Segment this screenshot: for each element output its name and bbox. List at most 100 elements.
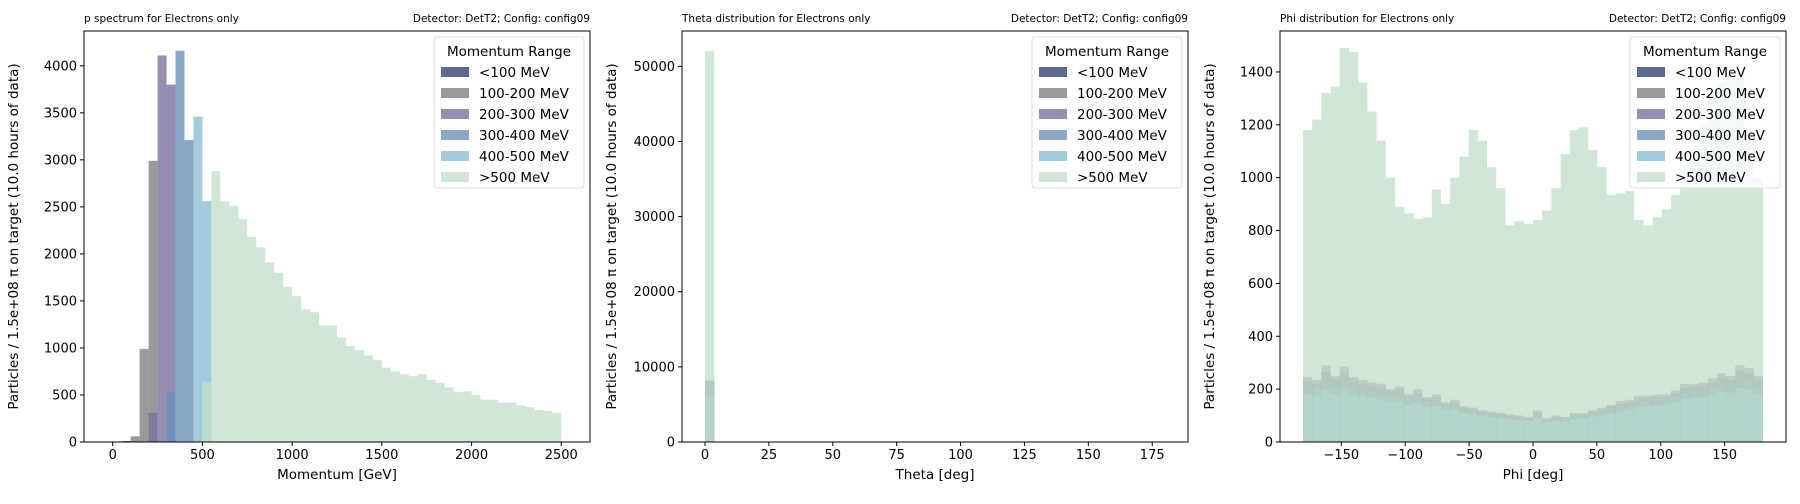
- x-tick-label: 1500: [365, 448, 398, 463]
- bar-gt500-bin-11: [1404, 213, 1413, 442]
- bar-gt500-bin-38: [1653, 217, 1662, 442]
- legend-swatch-gt500: [441, 172, 469, 182]
- bar-gt500-bin-16: [1450, 178, 1459, 442]
- x-tick-label: 2500: [545, 448, 578, 463]
- bar-400to500-bin-9: [193, 117, 202, 442]
- bar-gt500-bin-32: [1597, 167, 1606, 442]
- legend-label: 200-300 MeV: [1077, 107, 1168, 123]
- legend-swatch-lt100: [441, 67, 469, 77]
- bar-gt500-bin-42: [1689, 150, 1698, 442]
- bar-gt500-bin-43: [498, 403, 507, 443]
- bar-gt500-bin-25: [1533, 220, 1542, 442]
- bar-gt500-bin-26: [1542, 211, 1551, 442]
- bar-200to300-bin-5: [158, 55, 167, 442]
- bar-gt500-bin-24: [1524, 224, 1533, 442]
- bar-gt500-bin-33: [409, 376, 418, 442]
- chart-title: Phi distribution for Electrons only: [1280, 13, 1454, 25]
- bar-gt500-bin-18: [1469, 130, 1478, 442]
- bar-300to400-bin-8: [184, 140, 193, 442]
- bar-gt500-bin-10: [202, 382, 211, 442]
- bar-100to200-bin-4: [149, 161, 158, 442]
- bar-gt500-bin-11: [211, 171, 220, 442]
- y-tick-label: 40000: [634, 135, 675, 150]
- legend-label: >500 MeV: [1077, 170, 1148, 186]
- bar-300to400-bin-7: [176, 51, 185, 442]
- legend-swatch-300to400: [441, 130, 469, 140]
- bar-gt500-bin-4: [1340, 48, 1349, 442]
- x-axis-label: Theta [deg]: [895, 467, 975, 483]
- bar-gt500-bin-21: [301, 309, 310, 442]
- bar-gt500-bin-39: [1662, 209, 1671, 442]
- bar-gt500-bin-37: [1643, 225, 1652, 442]
- bar-300to400-bin-6: [167, 392, 176, 442]
- x-axis-label: Momentum [GeV]: [277, 467, 397, 483]
- x-tick-label: 0: [701, 448, 709, 463]
- legend-label: 100-200 MeV: [479, 86, 570, 102]
- bar-gt500-bin-12: [1413, 219, 1422, 442]
- bar-gt500-bin-7: [1367, 112, 1376, 442]
- x-tick-label: 100: [948, 448, 973, 463]
- legend-swatch-200to300: [441, 109, 469, 119]
- bar-gt500-bin-39: [463, 391, 472, 442]
- y-tick-label: 2000: [44, 247, 77, 262]
- bar-gt500-bin-25: [337, 338, 346, 442]
- bar-gt500-bin-21: [1496, 188, 1505, 442]
- bar-100to200-bin-3: [140, 349, 149, 442]
- bar-gt500-bin-42: [490, 400, 499, 442]
- x-tick-label: 50: [825, 448, 842, 463]
- y-tick-label: 500: [52, 388, 77, 403]
- legend-title: Momentum Range: [1045, 44, 1169, 60]
- y-tick-label: 50000: [634, 60, 675, 75]
- legend-swatch-100to200: [1637, 88, 1665, 98]
- y-tick-label: 400: [1248, 330, 1273, 345]
- x-tick-label: 0: [109, 448, 117, 463]
- bar-gt500-bin-22: [1505, 225, 1514, 442]
- y-tick-label: 20000: [634, 285, 675, 300]
- bar-gt500-bin-34: [1616, 194, 1625, 442]
- bar-gt500-bin-20: [1487, 167, 1496, 442]
- bar-gt500-bin-19: [1478, 141, 1487, 442]
- legend-label: 200-300 MeV: [479, 107, 570, 123]
- bar-gt500-bin-0: [1303, 130, 1312, 442]
- legend-title: Momentum Range: [447, 44, 571, 60]
- bar-gt500-bin-15: [1441, 204, 1450, 442]
- bar-gt500-bin-45: [516, 405, 525, 442]
- legend-label: 300-400 MeV: [1077, 128, 1168, 144]
- bar-gt500-bin-49: [1754, 178, 1763, 442]
- x-tick-label: 75: [888, 448, 905, 463]
- bar-gt500-bin-3: [1331, 87, 1340, 443]
- legend-label: <100 MeV: [1675, 65, 1746, 81]
- bar-gt500-bin-29: [1570, 130, 1579, 442]
- bar-gt500-bin-28: [1561, 154, 1570, 442]
- y-tick-label: 1400: [1240, 65, 1273, 80]
- bar-gt500-bin-14: [1432, 190, 1441, 442]
- bar-gt500-bin-35: [427, 380, 436, 442]
- bar-gt500-bin-0: [705, 51, 714, 442]
- legend-swatch-100to200: [1039, 88, 1067, 98]
- y-tick-label: 800: [1248, 224, 1273, 239]
- bar-gt500-bin-14: [238, 219, 247, 442]
- bar-gt500-bin-22: [310, 312, 319, 442]
- bar-gt500-bin-31: [391, 371, 400, 442]
- bar-gt500-bin-1: [1312, 120, 1321, 442]
- x-tick-label: 0: [1529, 448, 1537, 463]
- bar-gt500-bin-44: [507, 403, 516, 443]
- legend-swatch-200to300: [1637, 109, 1665, 119]
- x-axis-label: Phi [deg]: [1503, 467, 1564, 483]
- bar-gt500-bin-9: [1386, 178, 1395, 442]
- bar-gt500-bin-17: [265, 262, 274, 442]
- y-tick-label: 1200: [1240, 118, 1273, 133]
- bar-gt500-bin-30: [1579, 127, 1588, 442]
- bar-gt500-bin-20: [292, 296, 301, 442]
- legend-label: 100-200 MeV: [1675, 86, 1766, 102]
- legend-title: Momentum Range: [1643, 44, 1767, 60]
- bar-gt500-bin-35: [1625, 191, 1634, 442]
- x-tick-label: 150: [1076, 448, 1101, 463]
- x-tick-label: −100: [1387, 448, 1423, 463]
- bar-gt500-bin-12: [220, 201, 229, 442]
- y-tick-label: 0: [1265, 436, 1273, 451]
- chart-title: p spectrum for Electrons only: [84, 13, 239, 25]
